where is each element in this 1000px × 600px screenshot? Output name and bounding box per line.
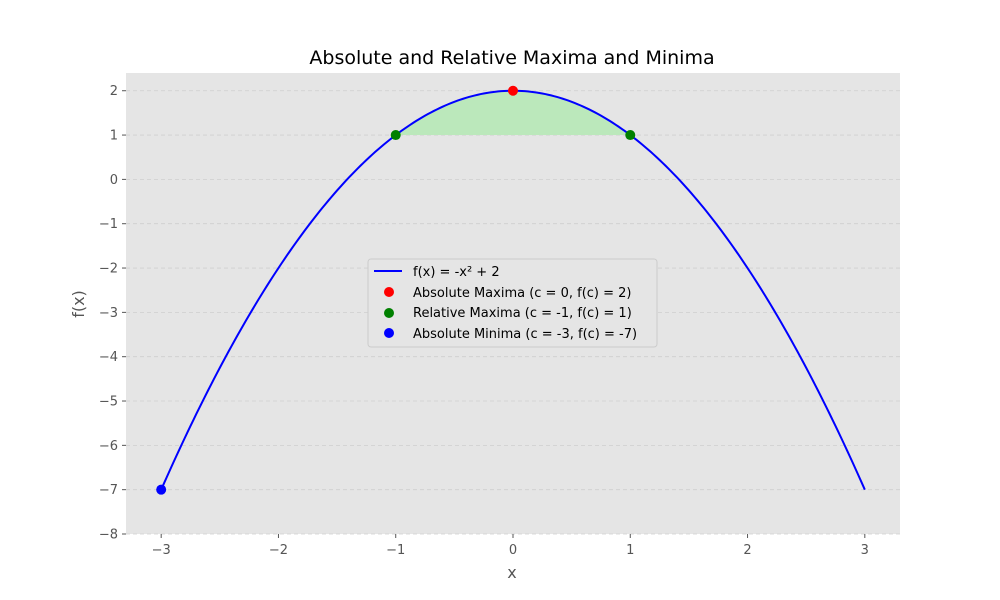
y-tick-label: 1 [110,129,118,144]
legend-entry-curve: f(x) = -x² + 2 [413,265,500,280]
legend-entry-relative-maxima: Relative Maxima (c = -1, f(c) = 1) [413,306,632,321]
y-tick-label: −6 [99,439,118,454]
x-tick-label: 1 [626,543,634,558]
x-tick-label: 3 [861,543,869,558]
y-tick-label: −3 [99,306,118,321]
x-axis-ticks: −3 −2 −1 0 1 2 3 [152,534,869,558]
x-tick-label: 2 [743,543,751,558]
y-tick-label: −8 [99,528,118,543]
y-axis-ticks: −8 −7 −6 −5 −4 −3 −2 −1 0 1 2 [99,84,126,543]
y-tick-label: −2 [99,262,118,277]
legend-marker-absolute-minima [384,328,394,338]
legend-box [367,258,658,348]
data-point-absolute-maxima [508,85,518,96]
legend-entry-absolute-maxima: Absolute Maxima (c = 0, f(c) = 2) [413,286,631,301]
y-tick-label: −1 [99,217,118,232]
x-tick-label: −2 [269,543,288,558]
legend-marker-absolute-maxima [384,287,394,297]
data-point-absolute-minima [156,484,167,495]
legend: f(x) = -x² + 2 Absolute Maxima (c = 0, f… [367,258,658,348]
x-axis-label: x [507,563,516,582]
points-layer [156,85,636,495]
legend-marker-relative-maxima [384,308,394,318]
x-tick-label: −1 [386,543,405,558]
data-point-relative-maxima [390,130,401,141]
data-point-relative-maxima [625,130,636,141]
chart-title: Absolute and Relative Maxima and Minima [309,47,714,69]
legend-entry-absolute-minima: Absolute Minima (c = -3, f(c) = -7) [413,327,637,342]
x-tick-label: −3 [152,543,171,558]
y-tick-label: −4 [99,350,118,365]
x-tick-label: 0 [509,543,517,558]
y-tick-label: −5 [99,395,118,410]
y-tick-label: −7 [99,483,118,498]
y-tick-label: 0 [110,173,118,188]
y-tick-label: 2 [110,84,118,99]
y-axis-label: f(x) [69,290,88,318]
